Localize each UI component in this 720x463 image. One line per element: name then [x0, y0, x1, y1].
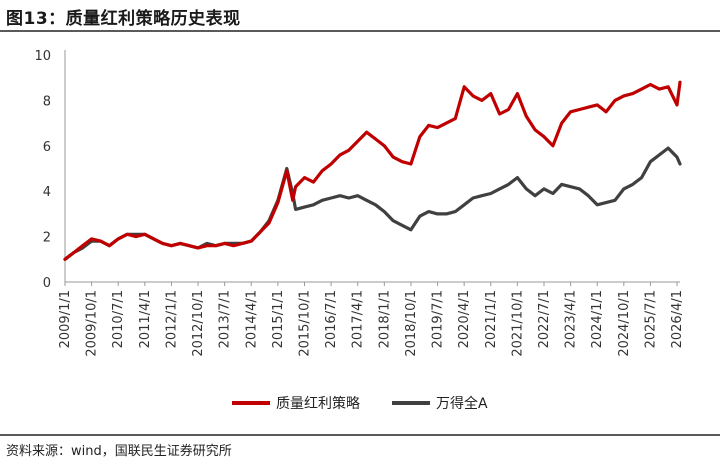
x-tick-label: 2013/7/1	[218, 290, 233, 348]
y-tick-label: 10	[34, 49, 51, 64]
x-tick-label: 2012/10/1	[191, 290, 206, 357]
y-tick-label: 4	[43, 185, 51, 200]
x-tick-label: 2011/4/1	[138, 290, 153, 348]
series-line-2	[63, 146, 682, 261]
axes: 0 2 4 6 8 10 2009/1/1 2009/10/1 2010/7/1 2011/4/1…	[34, 49, 685, 357]
source-rule	[0, 434, 720, 436]
x-tick-label: 2018/1/1	[377, 290, 392, 348]
title-rule	[0, 30, 720, 32]
x-tick-label: 2019/7/1	[431, 290, 446, 348]
x-tick-label: 2024/10/1	[617, 290, 632, 357]
x-tick-label: 2009/1/1	[58, 290, 73, 348]
x-tick-label: 2015/1/1	[271, 290, 286, 348]
legend-label-1: 质量红利策略	[276, 395, 360, 412]
x-tick-label: 2018/10/1	[404, 290, 419, 357]
x-tick-label: 2012/1/1	[164, 290, 179, 348]
y-tick-label: 2	[43, 231, 51, 246]
x-tick-label: 2021/10/1	[510, 290, 525, 357]
legend-label-2: 万得全A	[436, 395, 488, 412]
x-tick-label: 2016/7/1	[324, 290, 339, 348]
source-note: 资料来源：wind，国联民生证券研究所	[6, 444, 232, 459]
x-tick-label: 2020/4/1	[457, 290, 472, 348]
x-tick-label: 2021/1/1	[484, 290, 499, 348]
x-tick-label: 2024/1/1	[590, 290, 605, 348]
figure-title: 图13：质量红利策略历史表现	[6, 9, 241, 29]
x-tick-label: 2009/10/1	[85, 290, 100, 357]
y-tick-label: 0	[43, 276, 51, 291]
series-line-1	[63, 80, 682, 261]
x-tick-label: 2026/4/1	[670, 290, 685, 348]
x-tick-label: 2015/10/1	[297, 290, 312, 357]
plot-area	[63, 80, 682, 261]
x-tick-label: 2014/4/1	[244, 290, 259, 348]
x-tick-label: 2022/7/1	[537, 290, 552, 348]
legend: 质量红利策略 万得全A	[232, 395, 488, 412]
x-tick-label: 2025/7/1	[643, 290, 658, 348]
x-tick-label: 2010/7/1	[111, 290, 126, 348]
x-tick-label: 2023/4/1	[564, 290, 579, 348]
y-tick-label: 8	[43, 94, 51, 109]
y-tick-label: 6	[43, 140, 51, 155]
x-tick-label: 2017/4/1	[351, 290, 366, 348]
